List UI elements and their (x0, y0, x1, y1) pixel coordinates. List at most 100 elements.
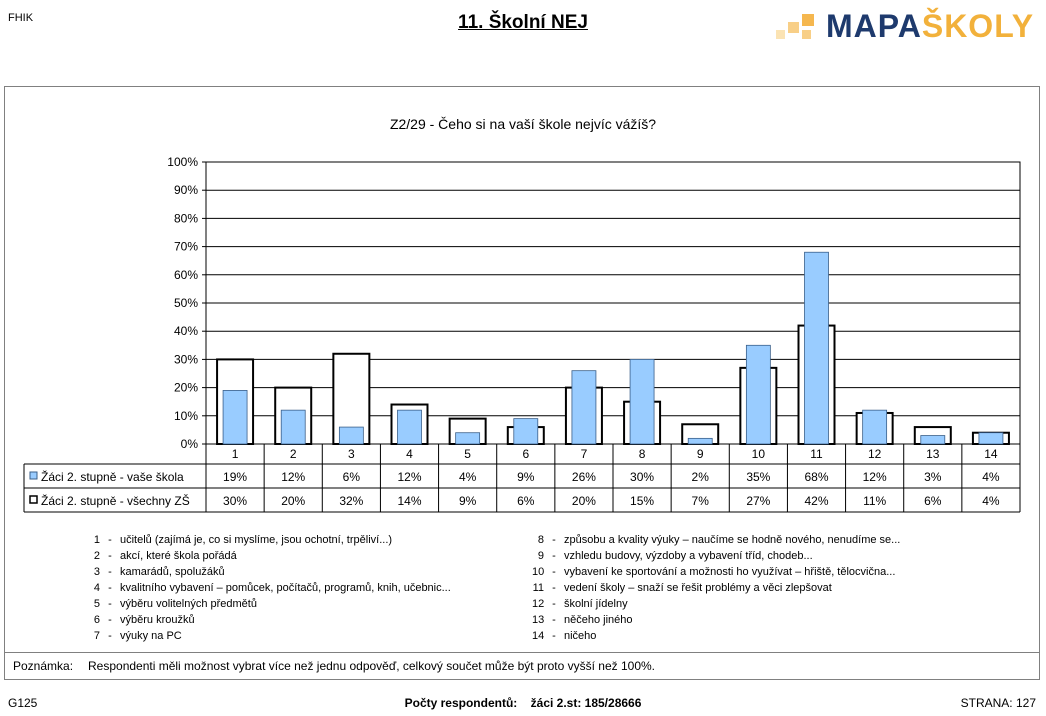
data-label-all-schools: 7% (692, 494, 710, 508)
bar-your-school (571, 370, 597, 445)
data-label-your-school: 6% (343, 470, 361, 484)
category-number: 5 (93, 598, 100, 610)
category-number: 10 (532, 566, 545, 578)
data-label-your-school: 19% (223, 470, 247, 484)
category-item-14: 14- ničeho (532, 630, 596, 642)
category-label: 11 (810, 447, 823, 461)
category-number: 14 (532, 630, 545, 642)
category-label: 6 (522, 447, 529, 461)
category-text: učitelů (zajímá je, co si myslíme, jsou … (120, 534, 393, 546)
data-label-your-school: 30% (630, 470, 654, 484)
category-item-1: 1- učitelů (zajímá je, co si myslíme, jso… (88, 534, 392, 546)
data-label-your-school: 12% (397, 470, 421, 484)
category-item-6: 6- výběru kroužků (88, 614, 195, 626)
bar-your-school (920, 435, 946, 445)
category-dash: - (108, 534, 112, 546)
category-dash: - (552, 630, 556, 642)
bar-your-school (280, 409, 306, 445)
bar-your-school (397, 409, 422, 445)
category-dash: - (552, 534, 556, 546)
category-item-12: 12- školní jídelny (532, 598, 628, 610)
category-text: výběru kroužků (120, 614, 195, 626)
bar-your-school (804, 251, 829, 445)
bar-your-school (745, 344, 771, 445)
data-label-all-schools: 14% (397, 494, 421, 508)
bar-your-school (862, 409, 888, 445)
category-number: 6 (93, 614, 100, 626)
legend-label-your-school: Žáci 2. stupně - vaše škola (41, 469, 184, 484)
category-number: 1 (93, 534, 100, 546)
data-label-your-school: 12% (863, 470, 887, 484)
category-number: 2 (93, 550, 100, 562)
category-dash: - (552, 582, 556, 594)
data-label-your-school: 12% (281, 470, 305, 484)
bar-your-school (629, 358, 655, 445)
legend-key-your-school (29, 471, 38, 480)
bar-chart: 0%10%20%30%40%50%60%70%80%90%100%119%30%… (23, 155, 1021, 513)
y-tick-label: 0% (181, 437, 199, 451)
bar-your-school (978, 432, 1004, 445)
category-text: školní jídelny (564, 598, 628, 610)
y-tick-label: 70% (174, 240, 198, 254)
chart-frame (4, 86, 1040, 680)
category-text: něčeho jiného (564, 614, 633, 626)
category-text: kamarádů, spolužáků (120, 566, 225, 578)
y-tick-label: 100% (167, 155, 198, 169)
bar-your-school (338, 426, 364, 445)
category-label: 1 (232, 447, 239, 461)
category-item-3: 3- kamarádů, spolužáků (88, 566, 225, 578)
category-item-11: 11- vedení školy – snaží se řešit problém… (532, 582, 832, 594)
footer-respondents: Počty respondentů: žáci 2.st: 185/28666 (0, 696, 1046, 710)
category-number: 4 (93, 582, 100, 594)
category-label: 12 (868, 447, 882, 461)
category-item-13: 13- něčeho jiného (532, 614, 633, 626)
y-tick-label: 50% (174, 296, 198, 310)
category-text: vedení školy – snaží se řešit problémy a… (564, 582, 832, 594)
category-text: výuky na PC (120, 630, 182, 642)
category-text: ničeho (564, 630, 597, 642)
legend-label-all-schools: Žáci 2. stupně - všechny ZŠ (41, 493, 190, 508)
data-label-all-schools: 42% (804, 494, 828, 508)
category-dash: - (108, 582, 112, 594)
chart-title: Z2/29 - Čeho si na vaší škole nejvíc váž… (389, 116, 657, 132)
data-label-your-school: 68% (804, 470, 828, 484)
category-number: 9 (537, 550, 544, 562)
category-text: vzhledu budovy, výzdoby a vybavení tříd,… (564, 550, 813, 562)
category-number: 8 (537, 534, 544, 546)
footer-code: G125 (8, 696, 38, 710)
bar-your-school (222, 390, 248, 445)
category-label: 3 (348, 447, 355, 461)
category-label: 14 (984, 447, 998, 461)
page-number: STRANA: 127 (960, 696, 1036, 710)
category-item-10: 10- vybavení ke sportování a možnosti ho … (532, 566, 895, 578)
data-label-all-schools: 30% (223, 494, 247, 508)
category-label: 4 (406, 447, 413, 461)
category-dash: - (552, 614, 556, 626)
data-label-all-schools: 20% (281, 494, 305, 508)
category-number: 12 (532, 598, 545, 610)
respondents-label: Počty respondentů: (404, 696, 518, 710)
note-label: Poznámka: (13, 659, 74, 673)
category-dash: - (552, 598, 556, 610)
data-label-all-schools: 32% (339, 494, 363, 508)
data-label-your-school: 2% (692, 470, 710, 484)
logo-square-1 (776, 30, 785, 39)
data-label-your-school: 26% (572, 470, 596, 484)
category-number: 13 (532, 614, 545, 626)
bar-your-school (687, 437, 713, 445)
category-number: 3 (93, 566, 100, 578)
category-text: způsobu a kvality výuky – naučíme se hod… (564, 534, 901, 546)
school-code: FHIK (8, 12, 34, 24)
bar-your-school (455, 432, 481, 445)
data-label-all-schools: 20% (572, 494, 596, 508)
data-label-your-school: 4% (459, 470, 477, 484)
logo-wordmark: MAPAŠKOLY (826, 8, 1035, 44)
data-label-all-schools: 4% (982, 494, 1000, 508)
category-text: akcí, které škola pořádá (120, 550, 237, 562)
data-label-your-school: 9% (517, 470, 535, 484)
category-dash: - (108, 566, 112, 578)
category-dash: - (108, 598, 112, 610)
category-number: 11 (532, 582, 544, 594)
y-tick-label: 60% (174, 268, 198, 282)
data-label-your-school: 4% (982, 470, 1000, 484)
